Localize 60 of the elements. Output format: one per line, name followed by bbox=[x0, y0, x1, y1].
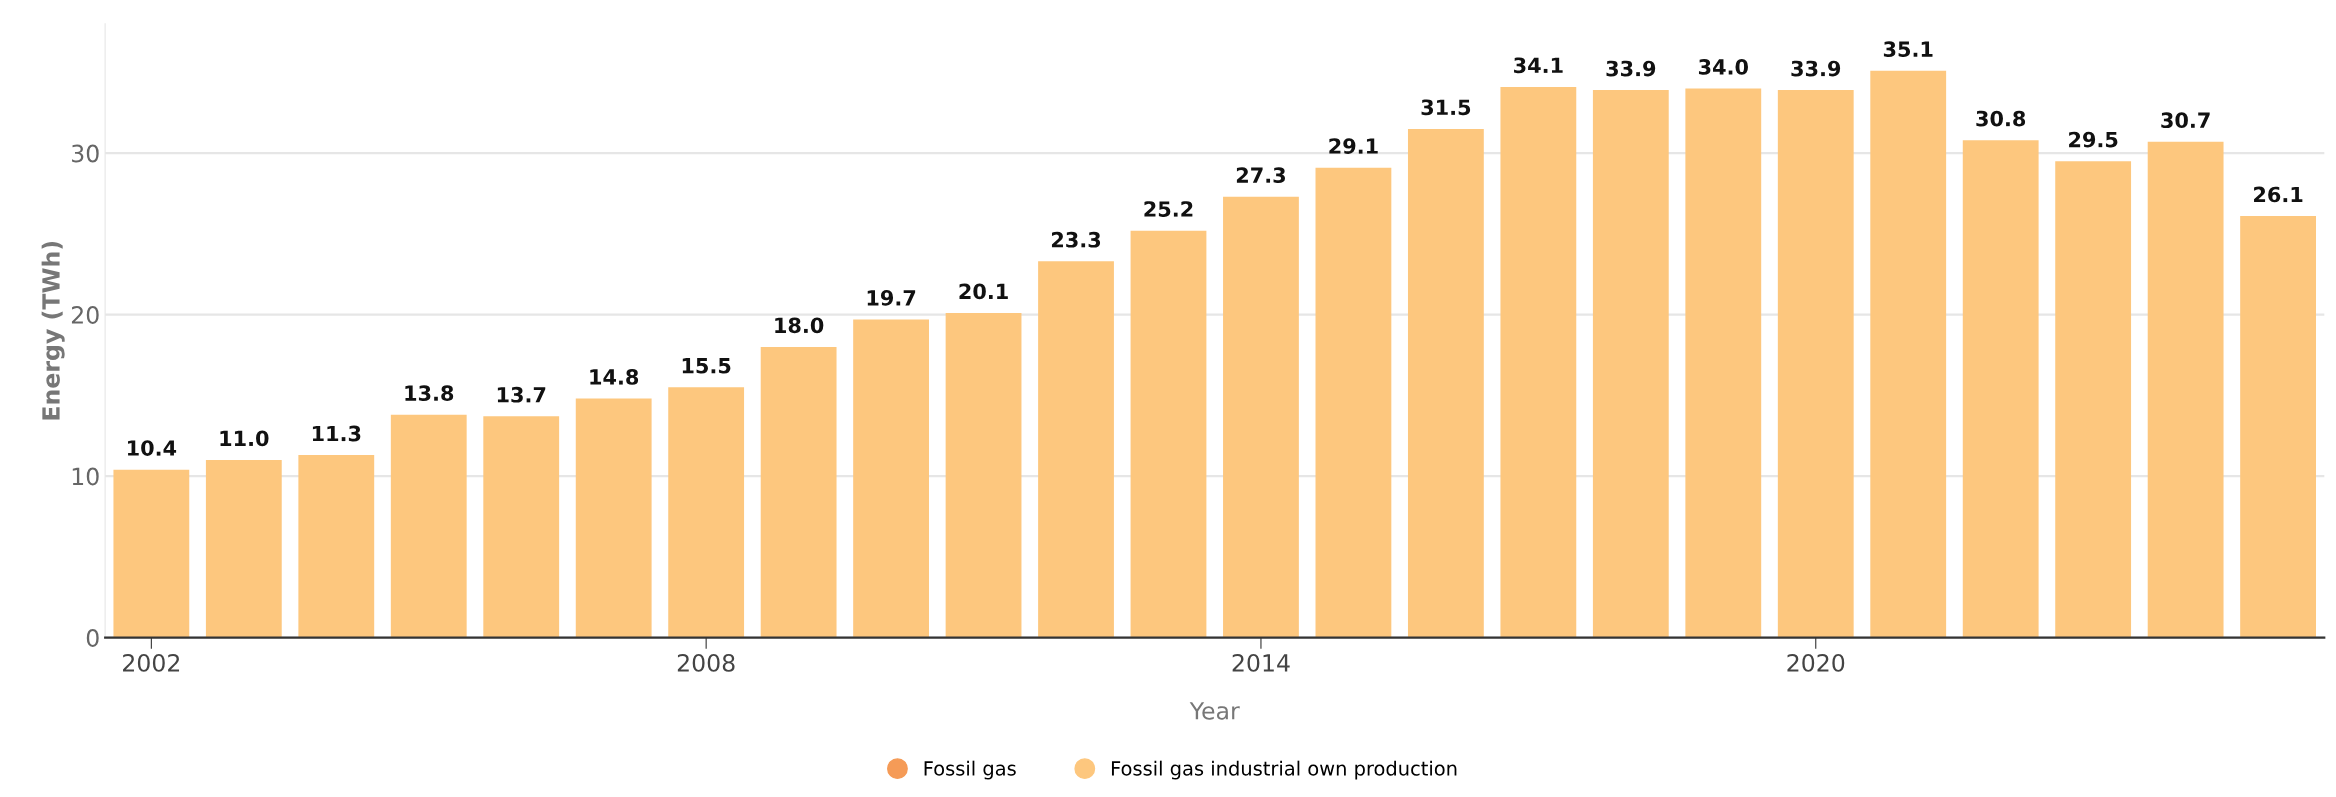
bar bbox=[668, 387, 745, 638]
text: 30.7 bbox=[2161, 112, 2210, 129]
bar bbox=[1777, 90, 1854, 638]
text: 25.2 bbox=[1144, 201, 1193, 217]
x-tick-label: 2008 bbox=[677, 653, 735, 672]
bar bbox=[113, 469, 190, 638]
bar bbox=[1038, 261, 1114, 638]
bar bbox=[205, 459, 282, 638]
text: 18.0 bbox=[775, 317, 824, 334]
y-tick-label: 30 bbox=[72, 144, 99, 163]
bar bbox=[1685, 88, 1762, 638]
x-axis-title: Year bbox=[1189, 702, 1240, 720]
text: 26.1 bbox=[2254, 186, 2303, 203]
text: 34.1 bbox=[1514, 57, 1563, 74]
legend-label: Fossil gas bbox=[924, 760, 1016, 780]
bar bbox=[1870, 70, 1947, 638]
text: 11.0 bbox=[220, 430, 269, 447]
bar bbox=[298, 455, 375, 638]
x-tick-label: 2002 bbox=[123, 653, 180, 672]
bar bbox=[483, 416, 560, 638]
text: 27.3 bbox=[1236, 167, 1285, 183]
text: 29.1 bbox=[1329, 138, 1378, 154]
text: 35.1 bbox=[1883, 41, 1933, 58]
x-tick-label: 2020 bbox=[1787, 653, 1845, 672]
text: 30.8 bbox=[1976, 110, 2026, 127]
bar bbox=[1500, 86, 1577, 638]
text: 10.4 bbox=[128, 440, 177, 456]
y-tick-label: 10 bbox=[72, 467, 99, 486]
y-axis-title: Energy (TWh) bbox=[41, 241, 65, 420]
text: 20.1 bbox=[959, 283, 1008, 300]
bar bbox=[1407, 128, 1484, 638]
bar bbox=[945, 312, 1022, 638]
bar bbox=[1223, 196, 1299, 638]
text: 31.5 bbox=[1421, 99, 1471, 116]
text: 15.5 bbox=[682, 358, 731, 374]
bar bbox=[2240, 216, 2316, 638]
bar bbox=[760, 346, 837, 638]
text: 13.7 bbox=[497, 386, 546, 403]
bar bbox=[2147, 141, 2224, 638]
bar bbox=[2055, 161, 2132, 638]
y-tick-label: 20 bbox=[71, 306, 99, 324]
y-tick-label: 0 bbox=[86, 629, 99, 647]
text: 13.8 bbox=[405, 385, 454, 402]
bar bbox=[575, 398, 652, 638]
text: 11.3 bbox=[312, 425, 361, 442]
text: 33.9 bbox=[1606, 60, 1656, 77]
text: 34.0 bbox=[1698, 59, 1748, 75]
bar bbox=[853, 319, 929, 638]
x-tick-label: 2014 bbox=[1232, 653, 1290, 672]
text: 23.3 bbox=[1051, 231, 1101, 248]
bar bbox=[1130, 230, 1207, 638]
bar bbox=[1962, 140, 2039, 638]
text: 33.9 bbox=[1791, 60, 1841, 77]
bar bbox=[1315, 167, 1392, 638]
bar bbox=[1592, 90, 1669, 638]
legend-label: Fossil gas industrial own production bbox=[1111, 760, 1457, 780]
text: 29.5 bbox=[2069, 131, 2118, 148]
text: 14.8 bbox=[590, 369, 639, 385]
text: 19.7 bbox=[867, 289, 916, 306]
bar bbox=[390, 414, 467, 638]
